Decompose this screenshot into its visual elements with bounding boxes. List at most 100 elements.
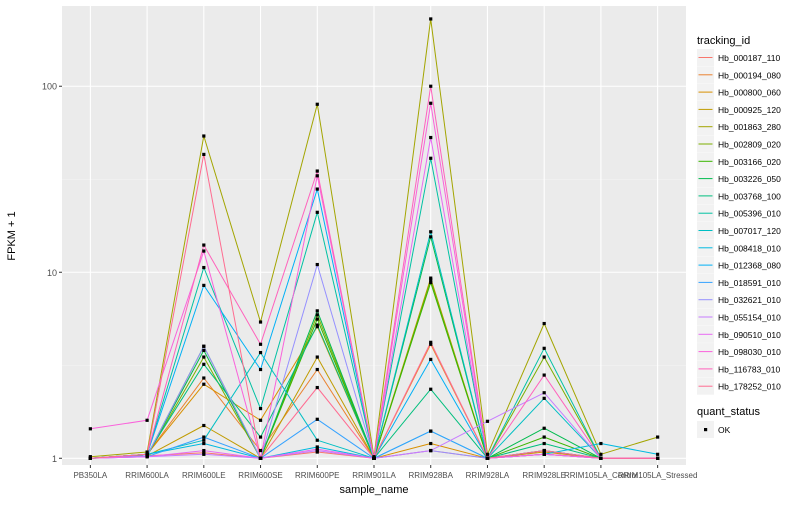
- data-point: [315, 445, 319, 449]
- legend-item-Hb_032621_010: Hb_032621_010: [697, 291, 781, 309]
- data-point: [542, 435, 546, 439]
- data-point: [258, 448, 263, 453]
- data-point: [485, 419, 490, 423]
- x-tick-label: RRIM600LA: [125, 471, 169, 480]
- data-point: [258, 367, 263, 372]
- y-axis: 1 10 100: [42, 82, 62, 464]
- data-point: [202, 376, 206, 380]
- x-axis: PB350LA RRIM600LA RRIM600LE RRIM600SE RRIM60…: [73, 465, 697, 480]
- data-point: [542, 373, 546, 377]
- data-point: [202, 362, 206, 366]
- legend-item-Hb_007017_120: Hb_007017_120: [697, 222, 781, 239]
- data-point: [315, 169, 319, 173]
- data-point: [145, 450, 149, 454]
- legend-label: Hb_003226_050: [718, 174, 781, 184]
- legend-title: tracking_id: [697, 35, 750, 47]
- data-point: [315, 447, 319, 451]
- data-point: [202, 423, 206, 428]
- data-point: [429, 84, 433, 88]
- legend-label: Hb_012368_080: [718, 261, 781, 271]
- x-axis-title: sample_name: [339, 484, 408, 496]
- data-point: [429, 101, 433, 105]
- data-point: [88, 427, 92, 431]
- data-point: [315, 367, 319, 372]
- x-tick-label: RRIM901LA: [352, 471, 396, 480]
- data-point: [202, 452, 206, 456]
- legend-label: Hb_003166_020: [718, 157, 781, 167]
- data-point: [315, 323, 319, 327]
- data-point: [258, 418, 263, 422]
- data-point: [429, 448, 433, 453]
- legend2-item-OK: OK: [697, 421, 731, 438]
- data-point: [145, 452, 149, 456]
- data-point: [258, 320, 263, 324]
- data-point: [429, 340, 433, 344]
- data-point: [599, 456, 603, 460]
- data-point: [656, 452, 660, 456]
- data-point: [315, 187, 319, 191]
- data-point: [429, 17, 433, 21]
- legend-label: Hb_000194_080: [718, 70, 781, 80]
- data-point: [315, 355, 319, 359]
- data-point: [202, 438, 206, 442]
- data-point: [656, 435, 660, 439]
- legend-item-Hb_000187_110: Hb_000187_110: [697, 49, 781, 66]
- data-point: [145, 455, 149, 459]
- legend-label: Hb_005396_010: [718, 209, 781, 219]
- x-tick-label: RRIM600SE: [238, 471, 282, 480]
- legend-item-Hb_003166_020: Hb_003166_020: [697, 152, 781, 170]
- y-axis-title: FPKM + 1: [6, 211, 18, 260]
- data-point: [542, 426, 546, 430]
- data-point: [315, 174, 319, 178]
- data-point: [429, 230, 433, 234]
- legend-item-Hb_090510_010: Hb_090510_010: [697, 325, 781, 343]
- data-point: [202, 134, 206, 138]
- data-point: [542, 441, 546, 446]
- x-tick-label: RRIM105LA_Stressed: [618, 471, 698, 480]
- data-point: [542, 391, 546, 395]
- legend-label: Hb_002809_020: [718, 140, 781, 150]
- data-point: [429, 278, 433, 282]
- data-point: [429, 276, 433, 280]
- legend-item-Hb_055154_010: Hb_055154_010: [697, 308, 781, 326]
- data-point: [429, 357, 433, 362]
- data-point: [542, 396, 546, 400]
- data-point: [315, 309, 319, 313]
- data-point: [542, 448, 546, 453]
- legend-label: Hb_018591_010: [718, 278, 781, 288]
- x-tick-label: RRIM105LA_Control: [564, 471, 638, 480]
- legend-item-Hb_098030_010: Hb_098030_010: [697, 343, 781, 361]
- data-point: [202, 441, 206, 446]
- data-point: [485, 456, 490, 460]
- legend-label: Hb_008418_010: [718, 243, 781, 253]
- legend-label: Hb_000800_060: [718, 88, 781, 98]
- y-tick-label: 1: [52, 454, 57, 464]
- data-point: [202, 249, 206, 253]
- legend-item-Hb_000194_080: Hb_000194_080: [697, 66, 781, 84]
- data-point: [202, 382, 206, 386]
- data-point: [429, 156, 433, 160]
- legend-label: Hb_090510_010: [718, 330, 781, 340]
- legend2-label: OK: [718, 425, 731, 435]
- data-point: [202, 448, 206, 453]
- data-point: [485, 452, 490, 456]
- x-tick-label: PB350LA: [73, 471, 107, 480]
- data-point: [542, 355, 546, 359]
- legend-item-Hb_012368_080: Hb_012368_080: [697, 256, 781, 274]
- data-point: [315, 262, 319, 267]
- data-point: [315, 438, 319, 442]
- data-point: [202, 283, 206, 287]
- data-point: [429, 135, 433, 140]
- data-point: [542, 346, 546, 350]
- data-point: [258, 350, 263, 355]
- data-point: [315, 313, 319, 317]
- data-point: [258, 406, 263, 411]
- data-point: [258, 456, 263, 460]
- x-tick-label: RRIM600LE: [182, 471, 226, 480]
- data-point: [315, 210, 319, 214]
- data-point: [599, 452, 603, 456]
- x-tick-label: RRIM600PE: [295, 471, 339, 480]
- data-point: [315, 385, 319, 390]
- legend-label: Hb_178252_010: [718, 382, 781, 392]
- data-point: [429, 387, 433, 391]
